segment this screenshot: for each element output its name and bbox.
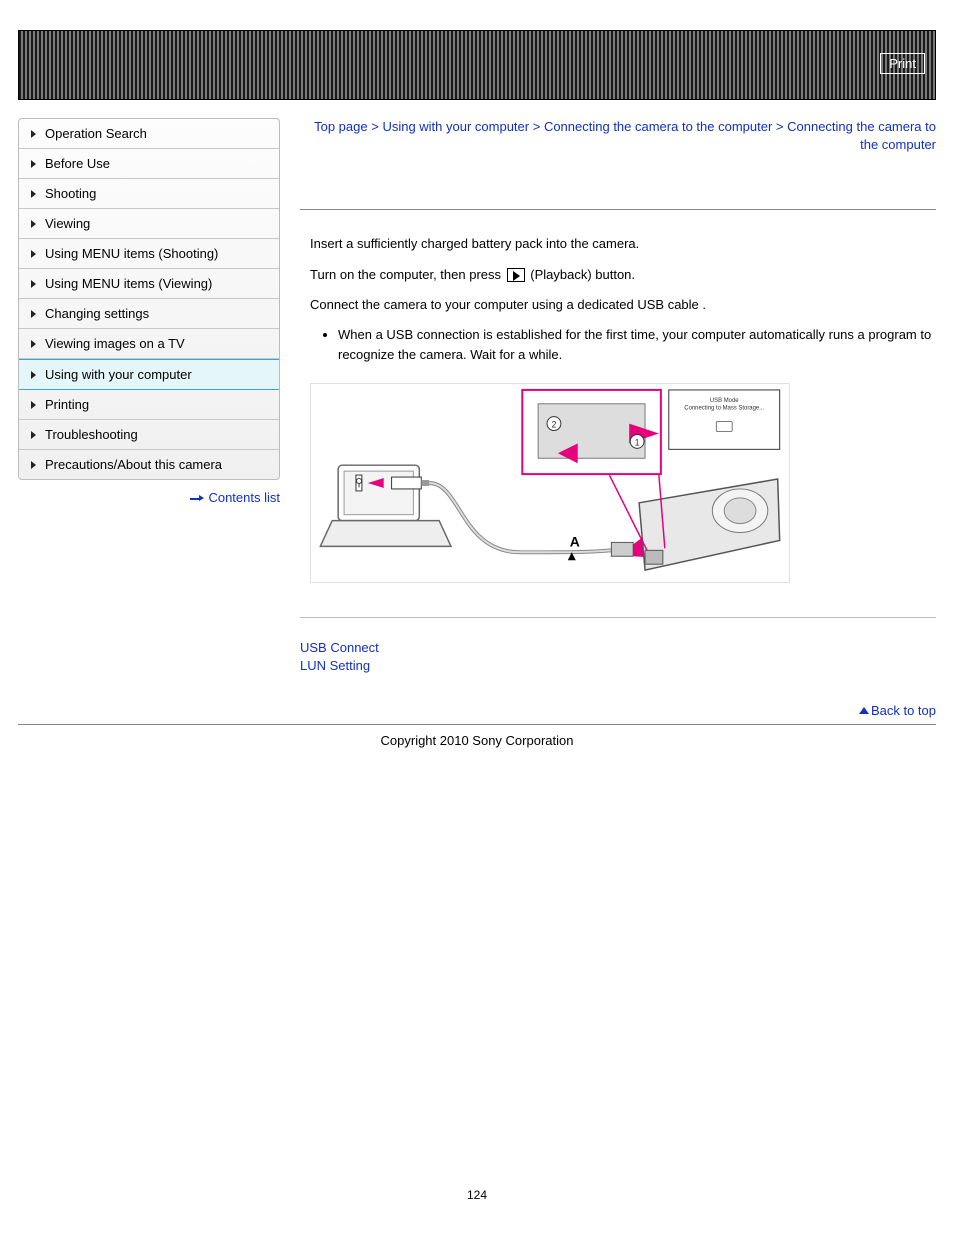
sidebar-item-label: Using MENU items (Viewing) bbox=[45, 276, 212, 291]
sidebar-item-10[interactable]: Troubleshooting bbox=[19, 420, 279, 450]
chevron-right-icon bbox=[31, 280, 36, 288]
breadcrumb-sep: > bbox=[529, 119, 544, 134]
sidebar-item-label: Shooting bbox=[45, 186, 96, 201]
main-content: Top page > Using with your computer > Co… bbox=[300, 118, 936, 718]
footer-divider bbox=[18, 724, 936, 725]
sidebar-item-0[interactable]: Operation Search bbox=[19, 119, 279, 149]
breadcrumb-link-1[interactable]: Using with your computer bbox=[382, 119, 529, 134]
bullet-1: When a USB connection is established for… bbox=[338, 325, 936, 365]
sidebar-item-label: Before Use bbox=[45, 156, 110, 171]
print-button[interactable]: Print bbox=[880, 53, 925, 74]
triangle-up-icon bbox=[859, 707, 869, 714]
breadcrumb-current: Connecting the camera to the computer bbox=[787, 119, 936, 152]
contents-list-link[interactable]: Contents list bbox=[18, 490, 280, 505]
chevron-right-icon bbox=[31, 461, 36, 469]
sidebar-item-label: Printing bbox=[45, 397, 89, 412]
step-2-text: Turn on the computer, then press (Playba… bbox=[310, 265, 936, 285]
sidebar-item-label: Operation Search bbox=[45, 126, 147, 141]
link-usb-connect[interactable]: USB Connect bbox=[300, 640, 936, 655]
sidebar-item-5[interactable]: Using MENU items (Viewing) bbox=[19, 269, 279, 299]
step-1-text: Insert a sufficiently charged battery pa… bbox=[310, 234, 936, 254]
step-2-before: Turn on the computer, then press bbox=[310, 267, 505, 282]
arrow-right-icon bbox=[190, 495, 204, 502]
chevron-right-icon bbox=[31, 250, 36, 258]
breadcrumb-sep: > bbox=[772, 119, 787, 134]
step-2-after: (Playback) button. bbox=[527, 267, 635, 282]
chevron-right-icon bbox=[31, 220, 36, 228]
sidebar-list: Operation Search Before Use Shooting Viewin… bbox=[18, 118, 280, 480]
chevron-right-icon bbox=[31, 371, 36, 379]
copyright-text: Copyright 2010 Sony Corporation bbox=[18, 733, 936, 788]
sidebar-item-7[interactable]: Viewing images on a TV bbox=[19, 329, 279, 359]
sidebar-item-1[interactable]: Before Use bbox=[19, 149, 279, 179]
chevron-right-icon bbox=[31, 310, 36, 318]
page-number: 124 bbox=[18, 1188, 936, 1222]
chevron-right-icon bbox=[31, 130, 36, 138]
sidebar-item-label: Using with your computer bbox=[45, 367, 192, 382]
svg-text:⚲: ⚲ bbox=[355, 477, 363, 489]
related-links: USB Connect LUN Setting bbox=[300, 640, 936, 673]
thin-divider bbox=[300, 617, 936, 618]
sidebar-item-label: Troubleshooting bbox=[45, 427, 138, 442]
breadcrumb-link-0[interactable]: Top page bbox=[314, 119, 368, 134]
diagram-marker-a: A bbox=[570, 533, 580, 549]
breadcrumb-link-2[interactable]: Connecting the camera to the computer bbox=[544, 119, 772, 134]
sidebar-item-label: Using MENU items (Shooting) bbox=[45, 246, 218, 261]
back-to-top-link[interactable]: Back to top bbox=[871, 703, 936, 718]
breadcrumb-sep: > bbox=[368, 119, 383, 134]
contents-list-label[interactable]: Contents list bbox=[208, 490, 280, 505]
diagram-screen-line1: USB Mode bbox=[710, 398, 739, 404]
sidebar-item-label: Changing settings bbox=[45, 306, 149, 321]
sidebar-item-2[interactable]: Shooting bbox=[19, 179, 279, 209]
diagram-screen-line2: Connecting to Mass Storage... bbox=[684, 406, 764, 412]
sidebar-item-label: Viewing bbox=[45, 216, 90, 231]
chevron-right-icon bbox=[31, 340, 36, 348]
sidebar-item-6[interactable]: Changing settings bbox=[19, 299, 279, 329]
chevron-right-icon bbox=[31, 431, 36, 439]
sidebar-item-8[interactable]: Using with your computer bbox=[19, 359, 279, 390]
chevron-right-icon bbox=[31, 401, 36, 409]
sidebar-item-3[interactable]: Viewing bbox=[19, 209, 279, 239]
header-band: Print bbox=[18, 30, 936, 100]
chevron-right-icon bbox=[31, 160, 36, 168]
breadcrumb: Top page > Using with your computer > Co… bbox=[300, 118, 936, 154]
sidebar-item-11[interactable]: Precautions/About this camera bbox=[19, 450, 279, 479]
sidebar-item-4[interactable]: Using MENU items (Shooting) bbox=[19, 239, 279, 269]
playback-icon bbox=[507, 268, 525, 282]
sidebar-item-label: Precautions/About this camera bbox=[45, 457, 222, 472]
sidebar: Operation Search Before Use Shooting Viewin… bbox=[18, 118, 280, 505]
step-3-text: Connect the camera to your computer usin… bbox=[310, 295, 936, 315]
link-lun-setting[interactable]: LUN Setting bbox=[300, 658, 936, 673]
section-divider bbox=[300, 209, 936, 210]
chevron-right-icon bbox=[31, 190, 36, 198]
sidebar-item-9[interactable]: Printing bbox=[19, 390, 279, 420]
svg-text:1: 1 bbox=[635, 437, 640, 447]
sidebar-item-label: Viewing images on a TV bbox=[45, 336, 185, 351]
connection-diagram: USB Mode Connecting to Mass Storage... 2… bbox=[310, 383, 790, 583]
svg-text:2: 2 bbox=[551, 420, 556, 430]
